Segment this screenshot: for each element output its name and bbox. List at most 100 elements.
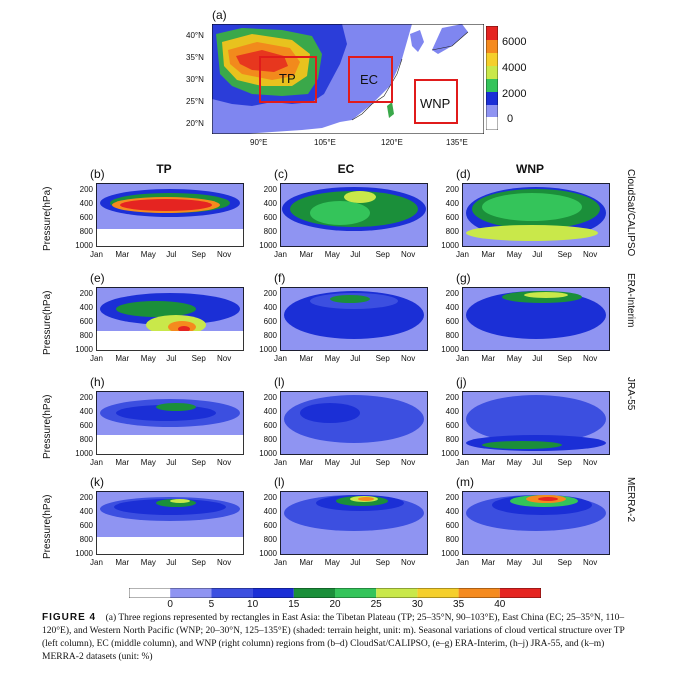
cloud-contour-panel [462, 391, 610, 455]
x-tick-label: Jan [274, 250, 287, 259]
x-tick-label: Nov [583, 458, 598, 467]
y-tick-label: 800 [445, 331, 459, 340]
x-tick-label: Nov [401, 250, 416, 259]
x-tick-label: Mar [299, 458, 314, 467]
y-tick-label: 400 [79, 303, 93, 312]
y-tick-label: 400 [263, 507, 277, 516]
x-tick-label: Mar [115, 354, 130, 363]
y-tick-label: 600 [445, 317, 459, 326]
x-tick-label: Sep [557, 458, 572, 467]
x-tick-label: May [324, 458, 340, 467]
y-tick-label: 1000 [75, 449, 93, 458]
x-tick-label: Jan [456, 354, 469, 363]
panel-letter-a: (a) [212, 8, 227, 22]
x-tick-label: Mar [481, 458, 496, 467]
y-tick-label: 800 [263, 535, 277, 544]
y-tick-label: 200 [445, 393, 459, 402]
y-tick-label: 200 [263, 493, 277, 502]
lon-label: 135°E [446, 138, 468, 147]
row-dataset-label: JRA-55 [625, 377, 636, 411]
x-tick-label: Jul [532, 458, 543, 467]
x-tick-label: Jul [350, 458, 361, 467]
y-tick-label: 800 [445, 227, 459, 236]
x-tick-label: Sep [191, 250, 206, 259]
x-tick-label: Sep [557, 558, 572, 567]
y-tick-label: 200 [445, 289, 459, 298]
y-tick-label: 1000 [259, 345, 277, 354]
column-title-ec: EC [337, 162, 355, 176]
x-tick-label: May [506, 250, 522, 259]
y-tick-label: 400 [445, 199, 459, 208]
x-tick-label: Jan [456, 250, 469, 259]
colorbar-cell [252, 588, 294, 598]
cloud-contour-panel [280, 391, 428, 455]
y-tick-label: 200 [263, 289, 277, 298]
terrain-colorbar [486, 26, 498, 130]
x-tick-label: May [140, 558, 156, 567]
x-tick-label: Sep [375, 250, 390, 259]
panel-letter: (f) [274, 271, 286, 285]
colorbar-label: 2000 [502, 88, 527, 100]
x-tick-label: Mar [115, 458, 130, 467]
colorbar-cell [376, 588, 418, 598]
x-tick-label: May [506, 458, 522, 467]
x-tick-label: Mar [299, 354, 314, 363]
x-tick-label: May [140, 250, 156, 259]
x-tick-label: Jan [90, 250, 103, 259]
y-tick-label: 200 [79, 185, 93, 194]
region-label-ec: EC [360, 72, 379, 87]
x-tick-label: Jul [166, 458, 177, 467]
colorbar-cell [293, 588, 335, 598]
y-tick-label: 600 [263, 213, 277, 222]
lat-label: 25°N [186, 97, 204, 106]
x-tick-label: Jul [350, 558, 361, 567]
x-tick-label: Nov [583, 558, 598, 567]
y-tick-label: 200 [79, 289, 93, 298]
lat-label: 35°N [186, 53, 204, 62]
y-axis-label: Pressure(hPa) [42, 494, 53, 559]
x-tick-label: Mar [481, 250, 496, 259]
x-tick-label: Jul [532, 558, 543, 567]
x-tick-label: Sep [557, 250, 572, 259]
y-tick-label: 1000 [259, 549, 277, 558]
panel-letter: (k) [90, 475, 104, 489]
x-tick-label: Jul [166, 250, 177, 259]
x-tick-label: May [324, 558, 340, 567]
y-tick-label: 600 [79, 213, 93, 222]
y-tick-label: 400 [263, 407, 277, 416]
cloud-contour-panel [462, 491, 610, 555]
panel-letter: (d) [456, 167, 471, 181]
y-tick-label: 200 [79, 393, 93, 402]
y-tick-label: 400 [79, 407, 93, 416]
colorbar-cell [211, 588, 253, 598]
y-tick-label: 400 [445, 507, 459, 516]
panel-letter: (b) [90, 167, 105, 181]
y-tick-label: 600 [263, 317, 277, 326]
y-tick-label: 400 [79, 199, 93, 208]
x-tick-label: May [324, 354, 340, 363]
colorbar-tick-label: 40 [494, 599, 506, 610]
x-tick-label: Mar [299, 558, 314, 567]
colorbar-cell [129, 588, 171, 598]
x-tick-label: Jul [532, 354, 543, 363]
y-tick-label: 1000 [259, 449, 277, 458]
cloud-contour-panel [280, 491, 428, 555]
cloud-contour-panel [96, 183, 244, 247]
percent-colorbar [129, 588, 541, 598]
row-dataset-label: ERA-Interim [625, 273, 636, 328]
x-tick-label: Sep [191, 558, 206, 567]
panel-letter: (h) [90, 375, 105, 389]
y-axis-label: Pressure(hPa) [42, 186, 53, 251]
y-tick-label: 1000 [75, 345, 93, 354]
x-tick-label: Mar [115, 558, 130, 567]
colorbar-label: 4000 [502, 62, 527, 74]
y-tick-label: 1000 [259, 241, 277, 250]
lat-label: 20°N [186, 119, 204, 128]
region-box-ec [348, 56, 393, 103]
figure-caption: FIGURE 4 (a) Three regions represented b… [42, 611, 632, 664]
panel-letter: (g) [456, 271, 471, 285]
x-tick-label: Jul [166, 354, 177, 363]
x-tick-label: May [506, 354, 522, 363]
region-box-tp [259, 56, 317, 103]
lat-label: 40°N [186, 31, 204, 40]
